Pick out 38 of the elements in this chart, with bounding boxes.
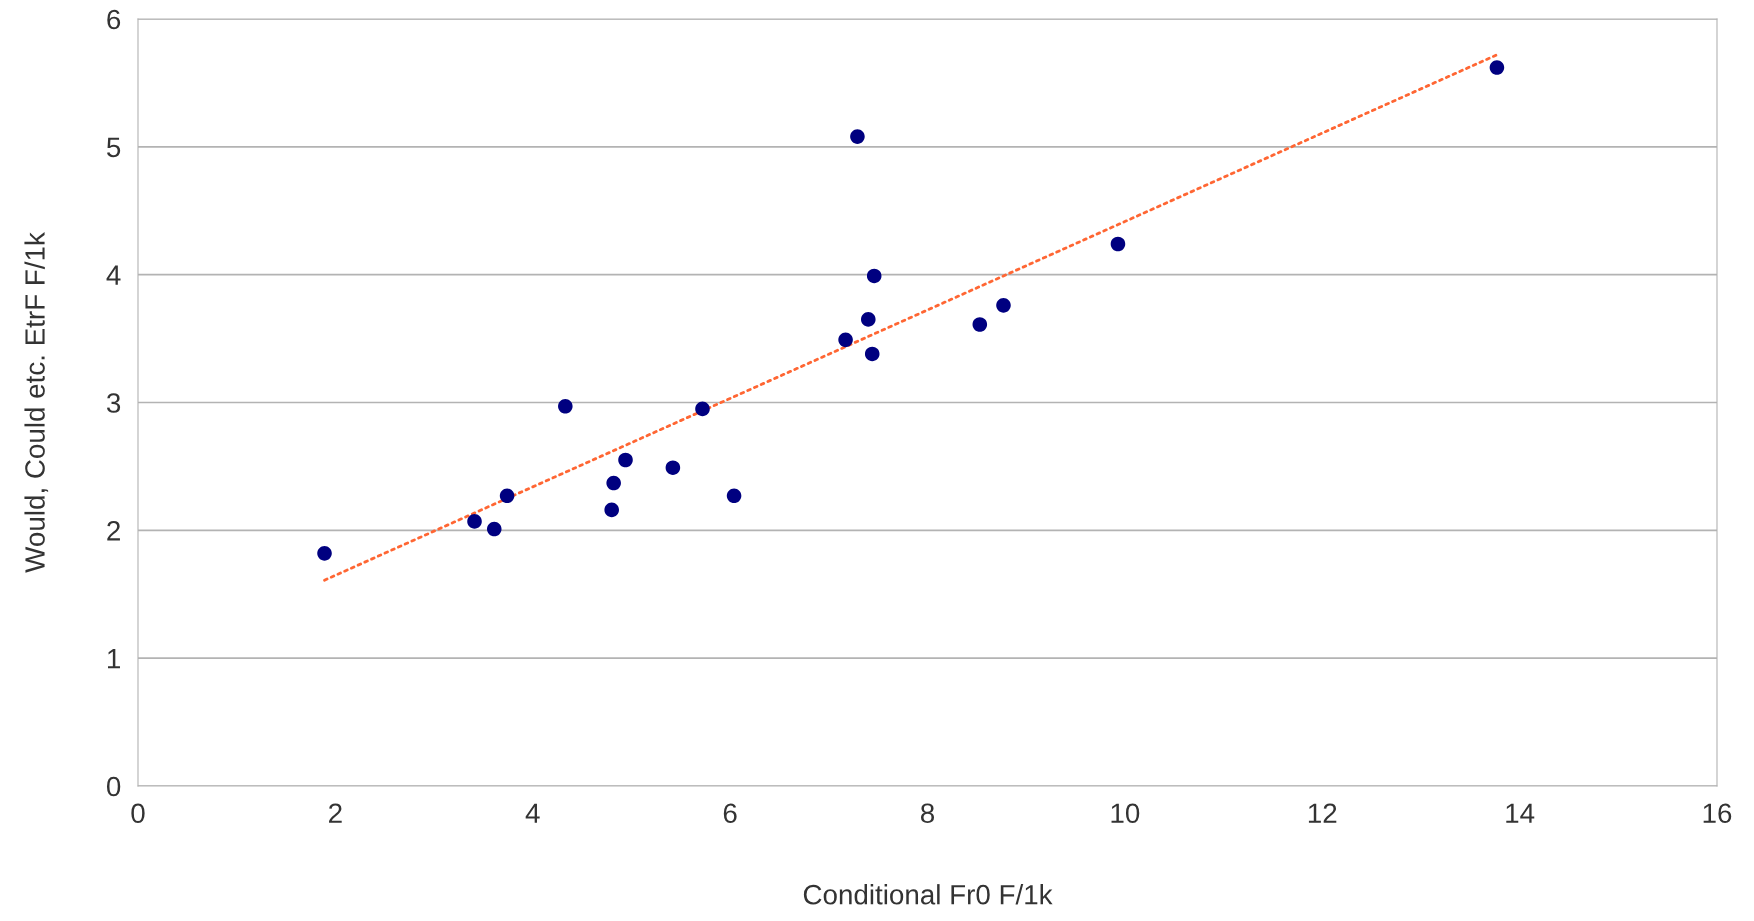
point [861, 312, 876, 327]
point [866, 268, 882, 284]
point [665, 460, 681, 475]
point [838, 332, 853, 348]
point [486, 521, 502, 537]
x-axis-title: Conditional Fr0 F/1k [803, 884, 1053, 905]
y-tick-label: 2 [107, 521, 120, 541]
x-tick-label: 6 [723, 803, 737, 824]
y-tick-label: 6 [107, 9, 121, 30]
y-tick-label: 1 [108, 649, 120, 669]
point [317, 546, 332, 561]
point [695, 401, 710, 417]
x-tick-label: 8 [920, 803, 935, 824]
point [972, 317, 988, 332]
point [726, 488, 742, 504]
point [604, 502, 619, 518]
point [606, 475, 621, 491]
x-tick-label: 2 [329, 803, 342, 823]
x-tick-label: 12 [1308, 803, 1337, 823]
y-tick-label: 4 [106, 265, 121, 285]
y-tick-label: 5 [107, 137, 121, 158]
point [1489, 60, 1505, 75]
point [1110, 236, 1126, 252]
y-axis-title: Would, Could etc. EtrF F/1k [24, 232, 49, 573]
point [996, 298, 1011, 313]
point [558, 399, 573, 414]
x-tick-label: 10 [1111, 803, 1140, 824]
point [618, 452, 633, 468]
x-tick-label: 0 [131, 803, 145, 824]
x-tick-label: 4 [525, 803, 540, 823]
y-tick-label: 3 [106, 393, 121, 413]
x-tick-label: 14 [1506, 803, 1535, 823]
x-tick-label: 16 [1703, 803, 1732, 824]
point [467, 514, 482, 529]
point [850, 129, 865, 144]
point [499, 488, 515, 504]
y-tick-label: 0 [106, 776, 121, 797]
point [864, 346, 880, 362]
